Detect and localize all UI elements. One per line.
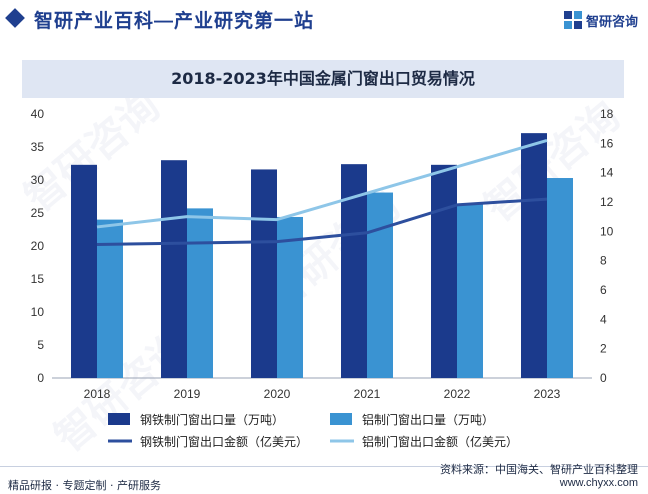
bar-aluminum-volume xyxy=(277,216,303,378)
y-left-tick-label: 35 xyxy=(31,140,45,154)
brand-title: 智研产业百科—产业研究第一站 xyxy=(34,11,315,32)
y-right-tick-label: 2 xyxy=(600,342,607,356)
footer-divider xyxy=(0,466,648,467)
bar-aluminum-volume xyxy=(457,204,483,378)
y-left-tick-label: 25 xyxy=(31,206,45,220)
y-right-tick-label: 0 xyxy=(600,371,607,385)
legend-steel-volume-label: 钢铁制门窗出口量（万吨） xyxy=(140,412,284,427)
bar-steel-volume xyxy=(251,169,277,378)
legend-aluminum-value-label: 铝制门窗出口金额（亿美元） xyxy=(362,434,518,449)
y-right-tick-label: 8 xyxy=(600,254,607,268)
x-tick-label: 2021 xyxy=(354,387,381,401)
logo-text: 智研咨询 xyxy=(585,13,638,29)
source-note: 资料来源：中国海关、智研产业百科整理 xyxy=(440,463,638,476)
bar-aluminum-volume xyxy=(547,178,573,378)
y-right-tick-label: 16 xyxy=(600,136,614,150)
y-right-tick-label: 6 xyxy=(600,283,607,297)
x-tick-label: 2018 xyxy=(84,387,111,401)
y-right-tick-label: 18 xyxy=(600,107,614,121)
brand-logo: 智研咨询 xyxy=(563,9,638,31)
legend-aluminum-volume-swatch xyxy=(330,413,352,425)
line-aluminum-value xyxy=(96,138,548,229)
bar-steel-volume xyxy=(431,164,457,378)
x-tick-label: 2020 xyxy=(264,387,291,401)
chart-area: 0 5 10 15 20 25 30 35 40 0 2 4 6 8 10 12 14 16 18 2018 2019 2… xyxy=(31,107,614,449)
y-left-tick-label: 40 xyxy=(31,107,45,121)
x-tick-label: 2022 xyxy=(444,387,471,401)
website-text: www.chyxx.com xyxy=(559,477,638,489)
logo-mark-icon xyxy=(563,11,582,29)
y-left-tick-label: 0 xyxy=(37,371,44,385)
y-left-tick-label: 30 xyxy=(31,173,45,187)
bar-steel-volume xyxy=(161,160,187,378)
legend-steel-volume-swatch xyxy=(108,413,130,425)
y-left-tick-label: 10 xyxy=(31,305,45,319)
bar-aluminum-volume xyxy=(367,192,393,378)
y-right-tick-label: 12 xyxy=(600,195,614,209)
bar-steel-volume xyxy=(521,133,547,378)
bar-aluminum-volume xyxy=(97,219,123,378)
legend-steel-value-label: 钢铁制门窗出口金额（亿美元） xyxy=(140,434,308,449)
y-right-tick-label: 14 xyxy=(600,166,614,180)
x-tick-label: 2023 xyxy=(534,387,561,401)
brand-diamond-icon xyxy=(5,8,25,28)
bar-aluminum-volume xyxy=(187,208,213,378)
line-steel-value xyxy=(96,197,548,247)
y-right-tick-label: 10 xyxy=(600,224,614,238)
y-left-tick-label: 15 xyxy=(31,272,45,286)
legend-aluminum-volume-label: 铝制门窗出口量（万吨） xyxy=(362,412,494,427)
y-left-tick-label: 5 xyxy=(37,338,44,352)
services-text: 精品研报 · 专题定制 · 产研服务 xyxy=(8,479,161,492)
bar-steel-volume xyxy=(71,164,97,378)
header: 智研产业百科—产业研究第一站 智研咨询 xyxy=(0,0,648,40)
y-left-tick-label: 20 xyxy=(31,239,45,253)
x-tick-label: 2019 xyxy=(174,387,201,401)
chart-title: 2018-2023年中国金属门窗出口贸易情况 xyxy=(171,69,475,88)
y-right-tick-label: 4 xyxy=(600,312,607,326)
footer: 资料来源：中国海关、智研产业百科整理 精品研报 · 专题定制 · 产研服务 ww… xyxy=(0,463,648,494)
chart-title-bar: 2018-2023年中国金属门窗出口贸易情况 xyxy=(22,60,624,98)
